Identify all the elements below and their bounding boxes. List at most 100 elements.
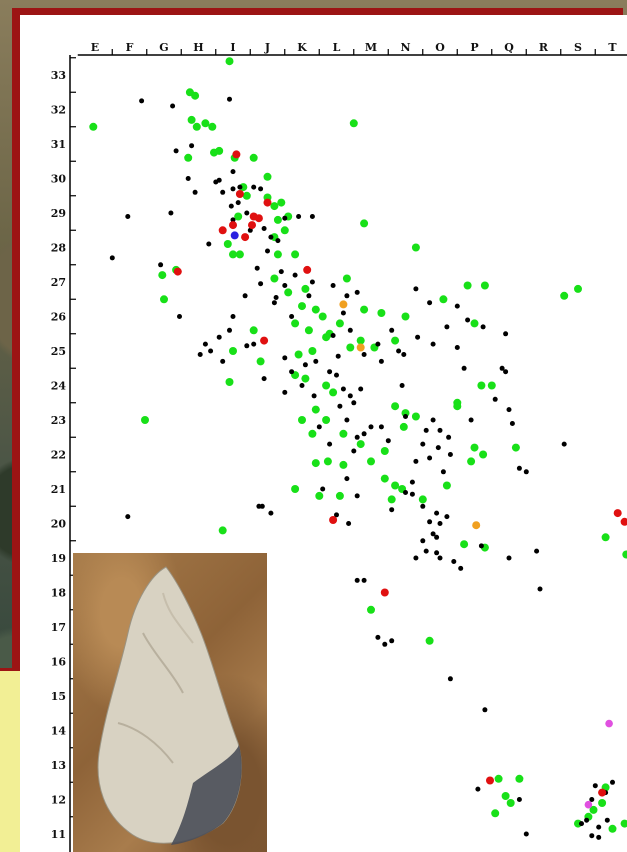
- green-point: [329, 388, 338, 397]
- black-point: [254, 265, 260, 271]
- black-point: [409, 479, 415, 485]
- green-point: [335, 319, 344, 328]
- black-point: [271, 300, 277, 306]
- black-point: [430, 341, 436, 347]
- black-point: [244, 210, 250, 216]
- orange-point: [356, 343, 365, 352]
- green-point: [401, 312, 410, 321]
- green-point: [284, 288, 293, 297]
- green-point: [339, 429, 348, 438]
- black-point: [478, 543, 484, 549]
- y-tick-label: 14: [51, 725, 67, 738]
- green-point: [411, 412, 420, 421]
- green-point: [511, 443, 520, 452]
- black-point: [259, 503, 265, 509]
- green-point: [479, 450, 488, 459]
- flake-scar-3: [162, 592, 194, 644]
- data-points: [89, 57, 627, 840]
- black-point: [480, 324, 486, 330]
- black-point: [358, 386, 364, 392]
- black-point: [192, 189, 198, 195]
- flake-scar-2: [117, 722, 174, 764]
- y-tick-label: 26: [51, 311, 67, 324]
- black-point: [468, 417, 474, 423]
- black-point: [320, 486, 326, 492]
- y-tick-label: 23: [51, 414, 66, 427]
- x-tick-label: T: [608, 41, 617, 54]
- y-tick-label: 29: [51, 207, 66, 220]
- green-point: [620, 819, 627, 828]
- black-point: [237, 184, 243, 190]
- black-point: [589, 833, 595, 839]
- black-point: [173, 148, 179, 154]
- black-point: [389, 638, 395, 644]
- black-point: [170, 103, 176, 109]
- green-point: [425, 636, 434, 645]
- flake-shadow: [171, 745, 242, 845]
- black-point: [610, 779, 615, 785]
- green-point: [184, 153, 193, 162]
- black-point: [228, 203, 234, 209]
- black-point: [596, 834, 602, 840]
- red-point: [380, 588, 389, 597]
- black-point: [202, 341, 208, 347]
- red-point: [218, 226, 227, 235]
- black-point: [227, 96, 232, 102]
- red-point: [303, 265, 312, 274]
- x-tick-label: K: [297, 41, 307, 54]
- black-point: [230, 186, 236, 192]
- green-point: [263, 172, 272, 181]
- red-point: [260, 336, 269, 345]
- black-point: [434, 510, 440, 516]
- black-point: [437, 521, 443, 526]
- black-point: [435, 445, 441, 451]
- black-point: [427, 455, 433, 461]
- black-point: [197, 352, 203, 357]
- green-point: [367, 457, 375, 466]
- black-point: [399, 383, 405, 388]
- black-point: [492, 396, 498, 402]
- x-tick-label: P: [470, 41, 478, 54]
- black-point: [503, 331, 509, 337]
- black-point: [454, 303, 460, 309]
- black-point: [534, 548, 540, 554]
- green-point: [574, 284, 582, 293]
- black-point: [354, 434, 360, 440]
- black-point: [506, 555, 512, 561]
- magenta-point: [605, 719, 613, 728]
- black-point: [334, 512, 339, 518]
- black-point: [216, 334, 222, 340]
- green-point: [229, 250, 237, 259]
- black-point: [235, 200, 241, 206]
- green-point: [242, 191, 251, 200]
- green-point: [308, 429, 317, 438]
- black-point: [292, 272, 298, 278]
- green-point: [311, 305, 320, 314]
- black-point: [444, 324, 450, 330]
- black-point: [430, 417, 436, 423]
- scatter-chart: E F G H I J K L M N O P Q R S T 11 12 13 14 15 16 17 18 19 20 21 22…: [51, 41, 627, 852]
- black-point: [409, 491, 415, 497]
- green-point: [323, 457, 332, 466]
- black-point: [403, 490, 408, 495]
- green-point: [294, 350, 303, 359]
- green-point: [494, 774, 503, 783]
- green-point: [235, 250, 244, 259]
- x-tick-label: S: [574, 41, 582, 54]
- black-point: [475, 786, 481, 792]
- black-point: [423, 548, 429, 554]
- green-point: [349, 119, 358, 128]
- green-point: [270, 202, 279, 211]
- green-point: [391, 402, 400, 411]
- black-point: [220, 358, 226, 364]
- y-tick-label: 25: [51, 345, 66, 358]
- green-point: [391, 481, 400, 490]
- green-point: [453, 402, 462, 411]
- black-point: [340, 386, 346, 392]
- green-point: [560, 291, 569, 300]
- y-tick-label: 24: [51, 380, 67, 393]
- flake-scar-1: [142, 632, 184, 694]
- red-point: [254, 214, 263, 223]
- black-point: [258, 281, 264, 287]
- black-point: [244, 343, 250, 349]
